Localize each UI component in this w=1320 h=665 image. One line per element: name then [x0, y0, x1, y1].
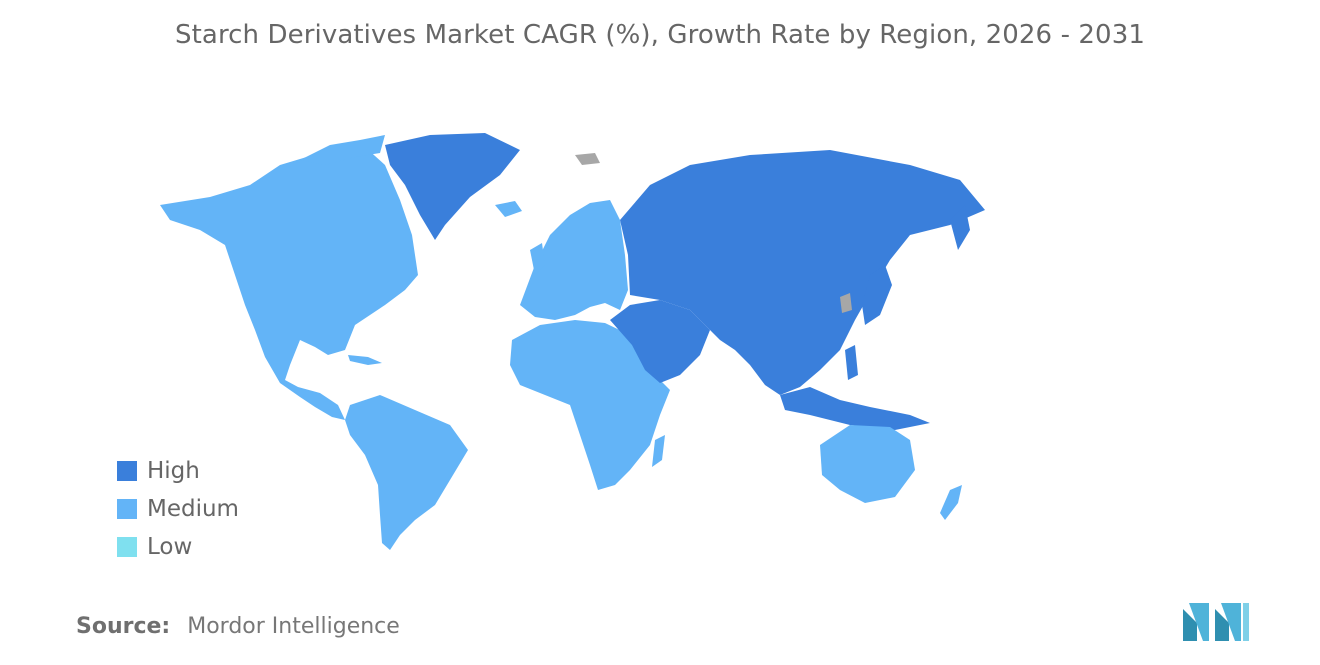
legend-item-high: High — [117, 452, 239, 490]
legend: High Medium Low — [117, 452, 239, 566]
region-middle-east — [610, 300, 710, 383]
source-label: Source: — [76, 614, 171, 639]
legend-swatch-low — [117, 537, 137, 557]
legend-label-low: Low — [147, 534, 193, 560]
region-new-zealand — [940, 485, 962, 520]
region-philippines — [845, 345, 858, 380]
region-europe — [520, 200, 628, 320]
region-korea — [840, 293, 852, 313]
world-map — [160, 133, 985, 550]
legend-swatch-high — [117, 461, 137, 481]
region-asia-pacific — [620, 150, 985, 395]
region-iceland — [495, 201, 522, 217]
region-arctic-islands — [300, 135, 385, 165]
region-africa — [510, 320, 670, 490]
source-value: Mordor Intelligence — [187, 614, 400, 639]
region-caribbean — [348, 355, 382, 365]
region-indonesia — [780, 387, 930, 430]
source-line: Source: Mordor Intelligence — [76, 614, 400, 639]
mordor-intelligence-logo-icon — [1183, 603, 1249, 641]
region-uk — [530, 243, 545, 275]
region-svalbard — [575, 153, 600, 165]
region-madagascar — [652, 435, 665, 467]
legend-label-high: High — [147, 458, 200, 484]
legend-item-medium: Medium — [117, 490, 239, 528]
chart-title: Starch Derivatives Market CAGR (%), Grow… — [175, 20, 1145, 50]
region-kamchatka — [950, 205, 970, 250]
legend-swatch-medium — [117, 499, 137, 519]
legend-label-medium: Medium — [147, 496, 239, 522]
region-greenland — [385, 133, 520, 240]
region-south-america — [345, 395, 468, 550]
region-north-america — [160, 147, 418, 420]
region-australia — [820, 425, 915, 503]
region-japan — [862, 265, 892, 325]
legend-item-low: Low — [117, 528, 239, 566]
